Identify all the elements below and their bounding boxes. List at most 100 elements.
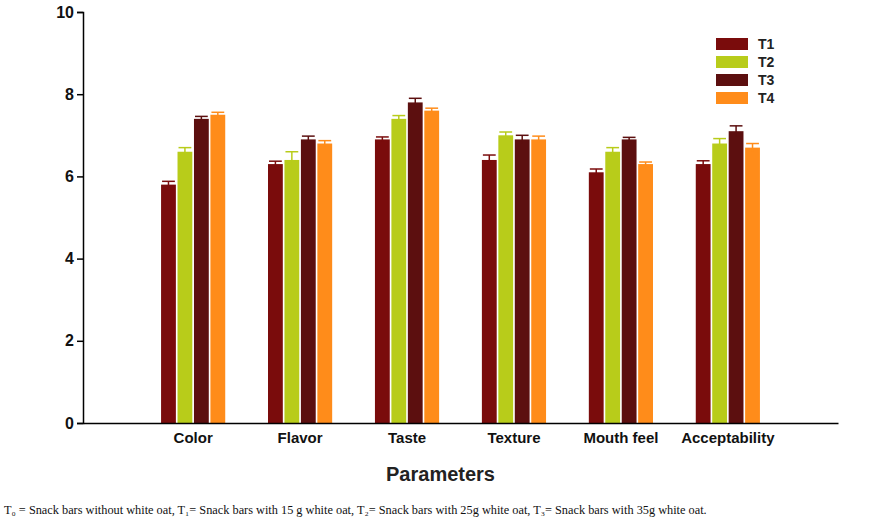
x-tick-label: Flavor xyxy=(278,429,323,446)
x-tick-label: Color xyxy=(174,429,213,446)
bar xyxy=(375,139,390,423)
error-cap xyxy=(179,147,192,149)
x-tick: Acceptability xyxy=(681,423,775,446)
y-tick-mark xyxy=(77,94,83,96)
bar xyxy=(482,160,497,423)
y-tick: 10 xyxy=(56,4,83,21)
error-stem xyxy=(521,135,523,143)
error-bar xyxy=(606,148,619,156)
bar xyxy=(408,102,423,423)
error-stem xyxy=(291,152,293,168)
x-tick: Color xyxy=(174,423,213,446)
bar xyxy=(729,131,744,423)
error-cap xyxy=(516,135,529,137)
error-bar xyxy=(483,155,496,165)
error-cap xyxy=(606,147,619,149)
bar xyxy=(498,135,513,423)
bar xyxy=(161,185,176,423)
error-cap xyxy=(639,161,652,163)
error-bar xyxy=(302,136,315,143)
error-cap xyxy=(730,125,743,127)
legend-swatch xyxy=(716,74,748,86)
x-tick: Texture xyxy=(487,423,540,446)
error-cap xyxy=(483,154,496,156)
y-tick-mark xyxy=(77,12,83,14)
error-bar xyxy=(516,135,529,143)
bar xyxy=(605,152,620,423)
bar xyxy=(317,144,332,423)
error-stem xyxy=(719,139,721,149)
series xyxy=(210,108,760,423)
chart: 0246810ColorFlavorTasteTextureMouth feel… xyxy=(0,0,888,527)
series xyxy=(194,98,744,423)
legend-label: T4 xyxy=(758,90,775,106)
bar xyxy=(515,139,530,423)
bar xyxy=(589,172,604,423)
y-tick-mark xyxy=(77,423,83,425)
y-tick-label: 2 xyxy=(65,332,74,349)
legend-label: T2 xyxy=(758,54,775,70)
error-bar xyxy=(211,112,224,117)
error-stem xyxy=(324,141,326,147)
error-stem xyxy=(595,169,597,176)
y-tick-mark xyxy=(77,176,83,178)
error-bar xyxy=(285,152,298,168)
error-bar xyxy=(162,181,175,188)
y-tick: 8 xyxy=(65,86,83,103)
legend-label: T1 xyxy=(758,36,775,52)
error-bar xyxy=(318,141,331,147)
caption: T₀ = Snack bars without white oat, T₁= S… xyxy=(4,503,707,517)
error-bar xyxy=(697,161,710,168)
error-cap xyxy=(623,137,636,139)
error-stem xyxy=(398,116,400,123)
bar xyxy=(178,152,193,423)
error-bar xyxy=(195,116,208,121)
error-cap xyxy=(392,115,405,117)
error-cap xyxy=(376,136,389,138)
y-tick-label: 4 xyxy=(65,250,74,267)
legend: T1 T2 T3 T4 xyxy=(716,36,775,106)
x-axis-title: Parameters xyxy=(386,463,495,485)
error-bar xyxy=(499,132,512,139)
x-tick-label: Taste xyxy=(388,429,426,446)
error-bar xyxy=(639,162,652,166)
x-tick: Taste xyxy=(388,423,426,446)
y-axis-line xyxy=(77,13,84,424)
bar xyxy=(391,119,406,423)
legend-swatch xyxy=(716,92,748,104)
x-tick-label: Texture xyxy=(487,429,540,446)
error-cap xyxy=(162,181,175,183)
y-tick: 6 xyxy=(65,168,83,185)
bar xyxy=(696,164,711,423)
error-stem xyxy=(415,98,417,106)
error-cap xyxy=(746,143,759,145)
series xyxy=(178,116,728,423)
error-stem xyxy=(752,144,754,152)
bar xyxy=(424,111,439,423)
error-cap xyxy=(211,112,224,114)
bar xyxy=(622,139,637,423)
bar xyxy=(194,119,209,423)
error-bar xyxy=(532,136,545,143)
error-cap xyxy=(425,107,438,109)
error-cap xyxy=(269,160,282,162)
legend-label: T3 xyxy=(758,72,775,88)
error-bar xyxy=(376,137,389,142)
bar xyxy=(284,160,299,423)
bar xyxy=(712,144,727,423)
error-stem xyxy=(308,136,310,143)
error-stem xyxy=(168,181,170,188)
x-tick-label: Acceptability xyxy=(681,429,775,446)
y-tick-label: 8 xyxy=(65,86,74,103)
bar xyxy=(638,164,653,423)
x-tick: Flavor xyxy=(278,423,323,446)
bar xyxy=(210,115,225,423)
error-stem xyxy=(735,126,737,137)
y-tick-label: 6 xyxy=(65,168,74,185)
error-stem xyxy=(275,161,277,167)
error-stem xyxy=(489,155,491,165)
bar xyxy=(301,139,316,423)
y-tick-label: 10 xyxy=(56,4,74,21)
y-tick-mark xyxy=(77,258,83,260)
error-cap xyxy=(590,168,603,170)
